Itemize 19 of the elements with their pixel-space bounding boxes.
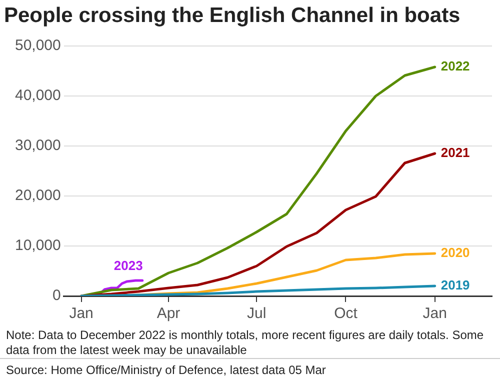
y-tick-label: 30,000 xyxy=(14,137,61,154)
y-tick-label: 0 xyxy=(52,287,61,304)
y-tick-label: 20,000 xyxy=(14,187,61,204)
x-tick-label: Jan xyxy=(69,305,94,322)
y-tick-label: 50,000 xyxy=(14,37,61,54)
series-label: 2019 xyxy=(440,278,470,293)
chart-title: People crossing the English Channel in boats xyxy=(4,4,462,29)
series-label: 2023 xyxy=(114,258,143,274)
series-label: 2022 xyxy=(440,58,470,74)
x-tick-label: Oct xyxy=(334,305,358,322)
x-tick-label: Apr xyxy=(156,305,180,322)
series-label: 2020 xyxy=(440,245,470,260)
y-tick-label: 10,000 xyxy=(14,237,61,254)
y-tick-label: 40,000 xyxy=(14,87,61,104)
source-note: Source: Home Office/Ministry of Defence, latest data 05 Mar xyxy=(0,358,500,381)
series-label: 2021 xyxy=(440,145,470,160)
x-tick-label: Jan xyxy=(422,305,447,322)
x-tick-label: Jul xyxy=(247,305,266,322)
text: Note: Data to December 2022 is monthly totals, more recent figures are daily totals. Some data from the latest week may be unavailable xyxy=(6,328,485,358)
